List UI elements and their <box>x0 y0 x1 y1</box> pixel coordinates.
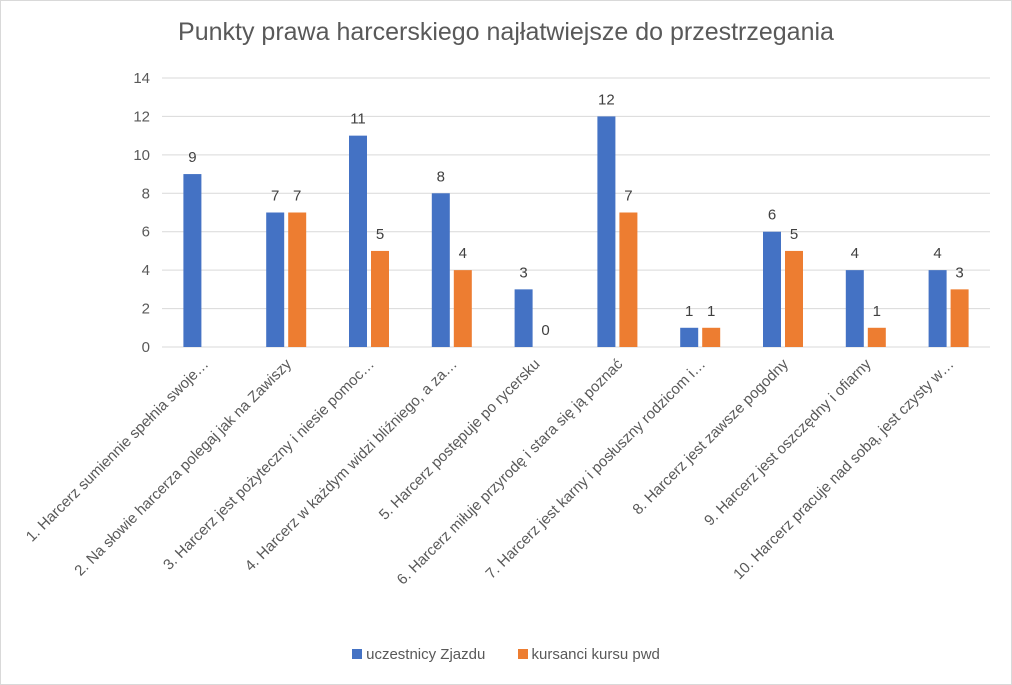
bar-series-2 <box>867 327 886 347</box>
data-label-series-2: 5 <box>376 226 384 243</box>
data-label-series-1: 4 <box>933 245 941 262</box>
y-axis-ticks: 0 2 4 6 8 10 12 14 <box>133 70 150 356</box>
gridlines <box>162 77 990 348</box>
bar-series-1 <box>514 289 533 347</box>
y-tick-label: 6 <box>142 224 150 241</box>
y-tick-label: 0 <box>142 339 150 356</box>
data-label-series-2: 4 <box>459 245 467 262</box>
x-axis-categories: 1. Harcerz sumiennie spełnia swoje…2. Na… <box>23 355 958 588</box>
data-label-series-1: 1 <box>685 303 693 320</box>
bar-series-2 <box>950 289 969 347</box>
chart-title: Punkty prawa harcerskiego najłatwiejsze … <box>178 18 834 46</box>
data-label-series-2: 3 <box>955 264 963 281</box>
data-label-series-1: 4 <box>851 245 859 262</box>
data-label-series-1: 12 <box>598 91 615 108</box>
y-tick-label: 2 <box>142 301 150 318</box>
data-label-series-1: 3 <box>519 264 527 281</box>
bar-series-1 <box>763 231 781 347</box>
legend-item-series-1: uczestnicy Zjazdu <box>352 646 485 663</box>
data-label-series-2: 0 <box>541 322 549 339</box>
bar-series-1 <box>928 270 947 347</box>
bars <box>183 116 969 347</box>
y-tick-label: 8 <box>142 185 150 202</box>
bar-series-2 <box>371 250 389 347</box>
legend-item-series-2: kursanci kursu pwd <box>517 646 660 663</box>
data-label-series-2: 7 <box>624 188 632 205</box>
x-category-label: 9. Harcerz jest oszczędny i ofiarny <box>701 355 875 529</box>
y-tick-label: 4 <box>142 262 150 279</box>
bar-series-2 <box>785 250 803 347</box>
data-label-series-1: 9 <box>188 149 196 166</box>
x-category-label: 5. Harcerz postępuje po rycersku <box>376 356 544 524</box>
legend-swatch-series-1 <box>352 649 363 659</box>
bar-series-2 <box>702 327 721 347</box>
data-label-series-1: 11 <box>350 111 366 128</box>
legend-label-series-1: uczestnicy Zjazdu <box>366 646 486 663</box>
data-label-series-1: 6 <box>768 207 776 224</box>
bar-series-1 <box>266 212 285 347</box>
data-label-series-2: 7 <box>293 188 301 205</box>
data-label-series-1: 7 <box>271 188 279 205</box>
bar-series-1 <box>349 135 367 347</box>
legend: uczestnicy Zjazdu kursanci kursu pwd <box>0 646 1012 663</box>
bar-series-1 <box>845 270 864 347</box>
y-tick-label: 14 <box>133 70 150 87</box>
bar-series-1 <box>597 116 616 347</box>
y-tick-label: 12 <box>133 108 150 125</box>
bar-series-1 <box>680 327 699 347</box>
bar-series-2 <box>619 212 638 347</box>
bar-series-2 <box>453 270 472 347</box>
bar-series-1 <box>183 174 202 347</box>
x-category-label: 1. Harcerz sumiennie spełnia swoje… <box>23 356 212 545</box>
legend-swatch-series-2 <box>517 649 528 659</box>
bar-series-2 <box>288 212 307 347</box>
bar-series-1 <box>431 193 450 347</box>
x-category-label: 8. Harcerz jest zawsze pogodny <box>629 355 792 518</box>
data-label-series-2: 1 <box>707 303 715 320</box>
data-label-series-1: 8 <box>437 168 445 185</box>
legend-label-series-2: kursanci kursu pwd <box>531 646 660 663</box>
data-label-series-2: 1 <box>873 303 881 320</box>
data-label-series-2: 5 <box>790 226 798 243</box>
y-tick-label: 10 <box>133 147 150 164</box>
